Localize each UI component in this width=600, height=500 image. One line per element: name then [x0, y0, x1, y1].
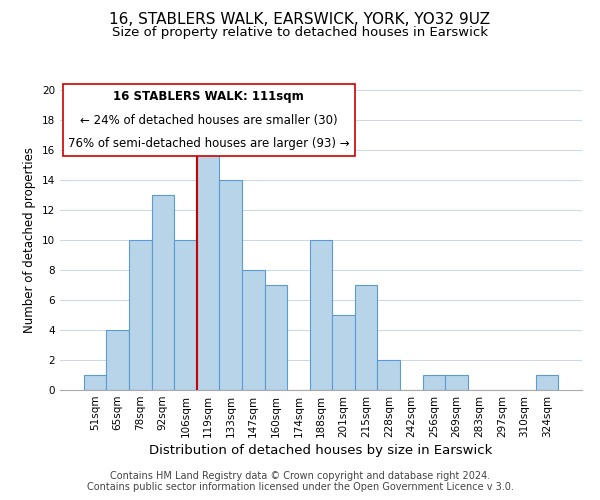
Bar	[129, 240, 152, 390]
FancyBboxPatch shape	[62, 84, 355, 156]
Bar	[332, 315, 355, 390]
Bar	[310, 240, 332, 390]
Bar	[242, 270, 265, 390]
X-axis label: Distribution of detached houses by size in Earswick: Distribution of detached houses by size …	[149, 444, 493, 457]
Bar	[377, 360, 400, 390]
Text: 76% of semi-detached houses are larger (93) →: 76% of semi-detached houses are larger (…	[68, 136, 350, 149]
Bar	[220, 180, 242, 390]
Bar	[84, 375, 106, 390]
Text: Contains public sector information licensed under the Open Government Licence v : Contains public sector information licen…	[86, 482, 514, 492]
Bar	[422, 375, 445, 390]
Text: Size of property relative to detached houses in Earswick: Size of property relative to detached ho…	[112, 26, 488, 39]
Bar	[355, 285, 377, 390]
Bar	[445, 375, 468, 390]
Bar	[197, 150, 220, 390]
Text: 16, STABLERS WALK, EARSWICK, YORK, YO32 9UZ: 16, STABLERS WALK, EARSWICK, YORK, YO32 …	[109, 12, 491, 28]
Text: ← 24% of detached houses are smaller (30): ← 24% of detached houses are smaller (30…	[80, 114, 338, 127]
Y-axis label: Number of detached properties: Number of detached properties	[23, 147, 37, 333]
Text: 16 STABLERS WALK: 111sqm: 16 STABLERS WALK: 111sqm	[113, 90, 304, 103]
Bar	[174, 240, 197, 390]
Text: Contains HM Land Registry data © Crown copyright and database right 2024.: Contains HM Land Registry data © Crown c…	[110, 471, 490, 481]
Bar	[152, 195, 174, 390]
Bar	[106, 330, 129, 390]
Bar	[536, 375, 558, 390]
Bar	[265, 285, 287, 390]
